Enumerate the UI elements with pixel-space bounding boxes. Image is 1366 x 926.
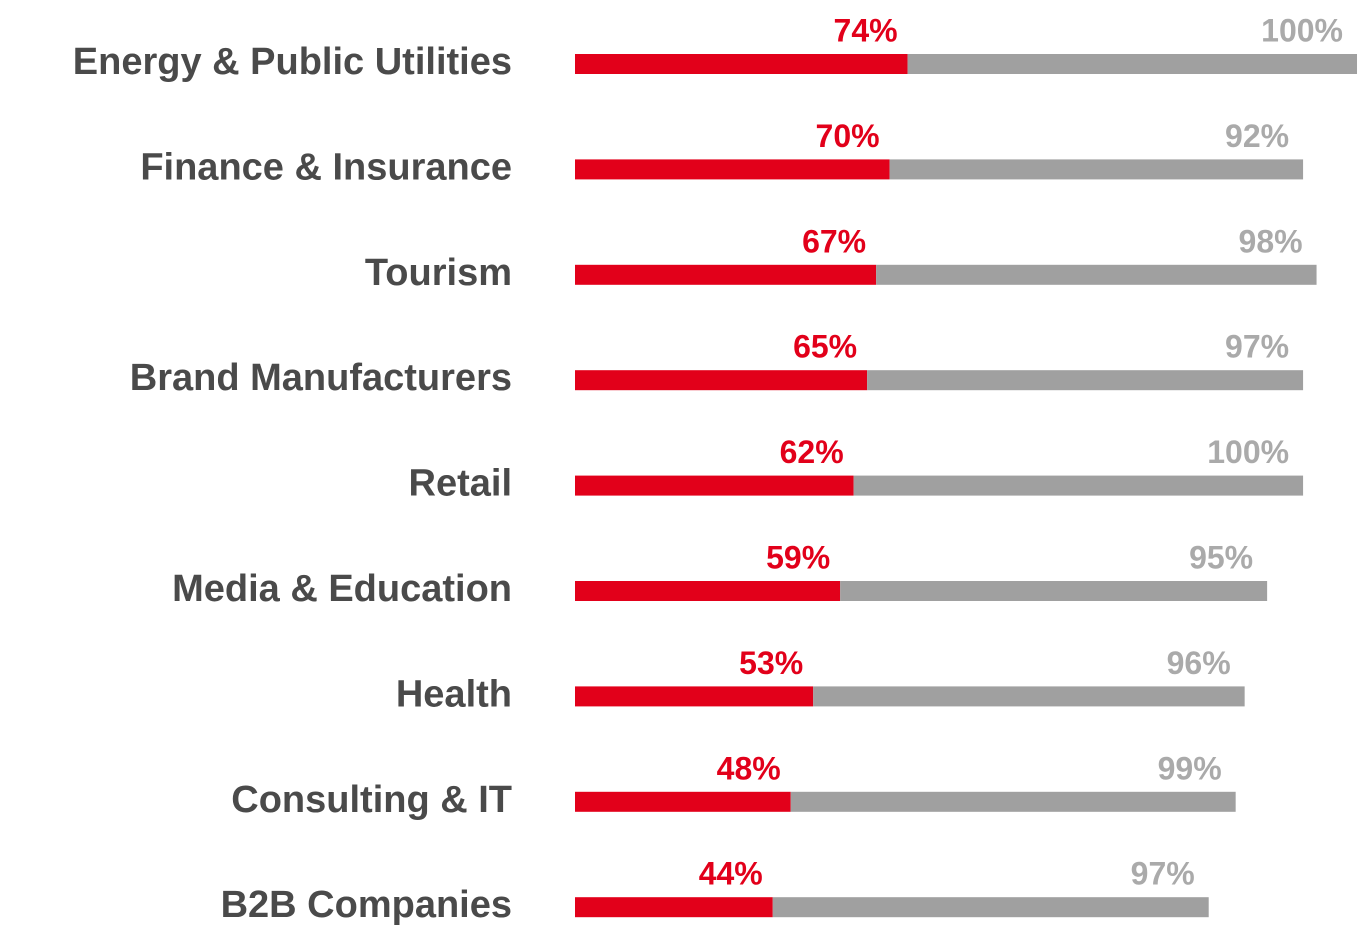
category-label: Brand Manufacturers <box>130 357 512 399</box>
bar-segment <box>876 264 1317 285</box>
category-label: Health <box>396 673 512 715</box>
bar-segment <box>889 159 1304 180</box>
value-label: 48% <box>717 750 781 786</box>
bar-segment <box>853 475 1304 496</box>
value-label: 98% <box>1239 223 1303 259</box>
value-label: 74% <box>834 12 898 48</box>
value-label: 67% <box>802 223 866 259</box>
bar-segment <box>772 897 1209 918</box>
category-label: Media & Education <box>172 568 512 610</box>
category-label: B2B Companies <box>221 884 512 926</box>
value-label: 95% <box>1189 539 1253 575</box>
bar-segment <box>575 686 814 707</box>
value-label: 97% <box>1225 329 1289 365</box>
value-label: 62% <box>780 434 844 470</box>
value-label: 97% <box>1131 856 1195 892</box>
value-label: 44% <box>699 856 763 892</box>
bar-segment <box>867 370 1304 391</box>
category-label: Consulting & IT <box>231 779 512 821</box>
bar-segment <box>575 159 890 180</box>
value-label: 100% <box>1261 12 1343 48</box>
value-label: 70% <box>816 118 880 154</box>
value-label: 100% <box>1207 434 1289 470</box>
bar-segment <box>790 791 1236 812</box>
bar-segment <box>575 264 877 285</box>
value-label: 65% <box>793 329 857 365</box>
value-label: 53% <box>739 645 803 681</box>
category-label: Finance & Insurance <box>140 146 512 188</box>
category-label: Tourism <box>365 252 512 294</box>
bar-segment <box>907 54 1358 74</box>
value-label: 99% <box>1158 750 1222 786</box>
value-label: 96% <box>1167 645 1231 681</box>
bar-segment <box>575 791 791 812</box>
category-label: Retail <box>409 463 512 505</box>
value-label: 92% <box>1225 118 1289 154</box>
value-label: 59% <box>766 539 830 575</box>
bar-segment <box>813 686 1245 707</box>
bar-segment <box>575 370 868 391</box>
category-label: Energy & Public Utilities <box>73 41 512 83</box>
bar-segment <box>840 581 1268 601</box>
bar-segment <box>575 475 854 496</box>
bar-segment <box>575 581 841 601</box>
bar-segment <box>575 897 773 918</box>
bar-segment <box>575 54 908 74</box>
